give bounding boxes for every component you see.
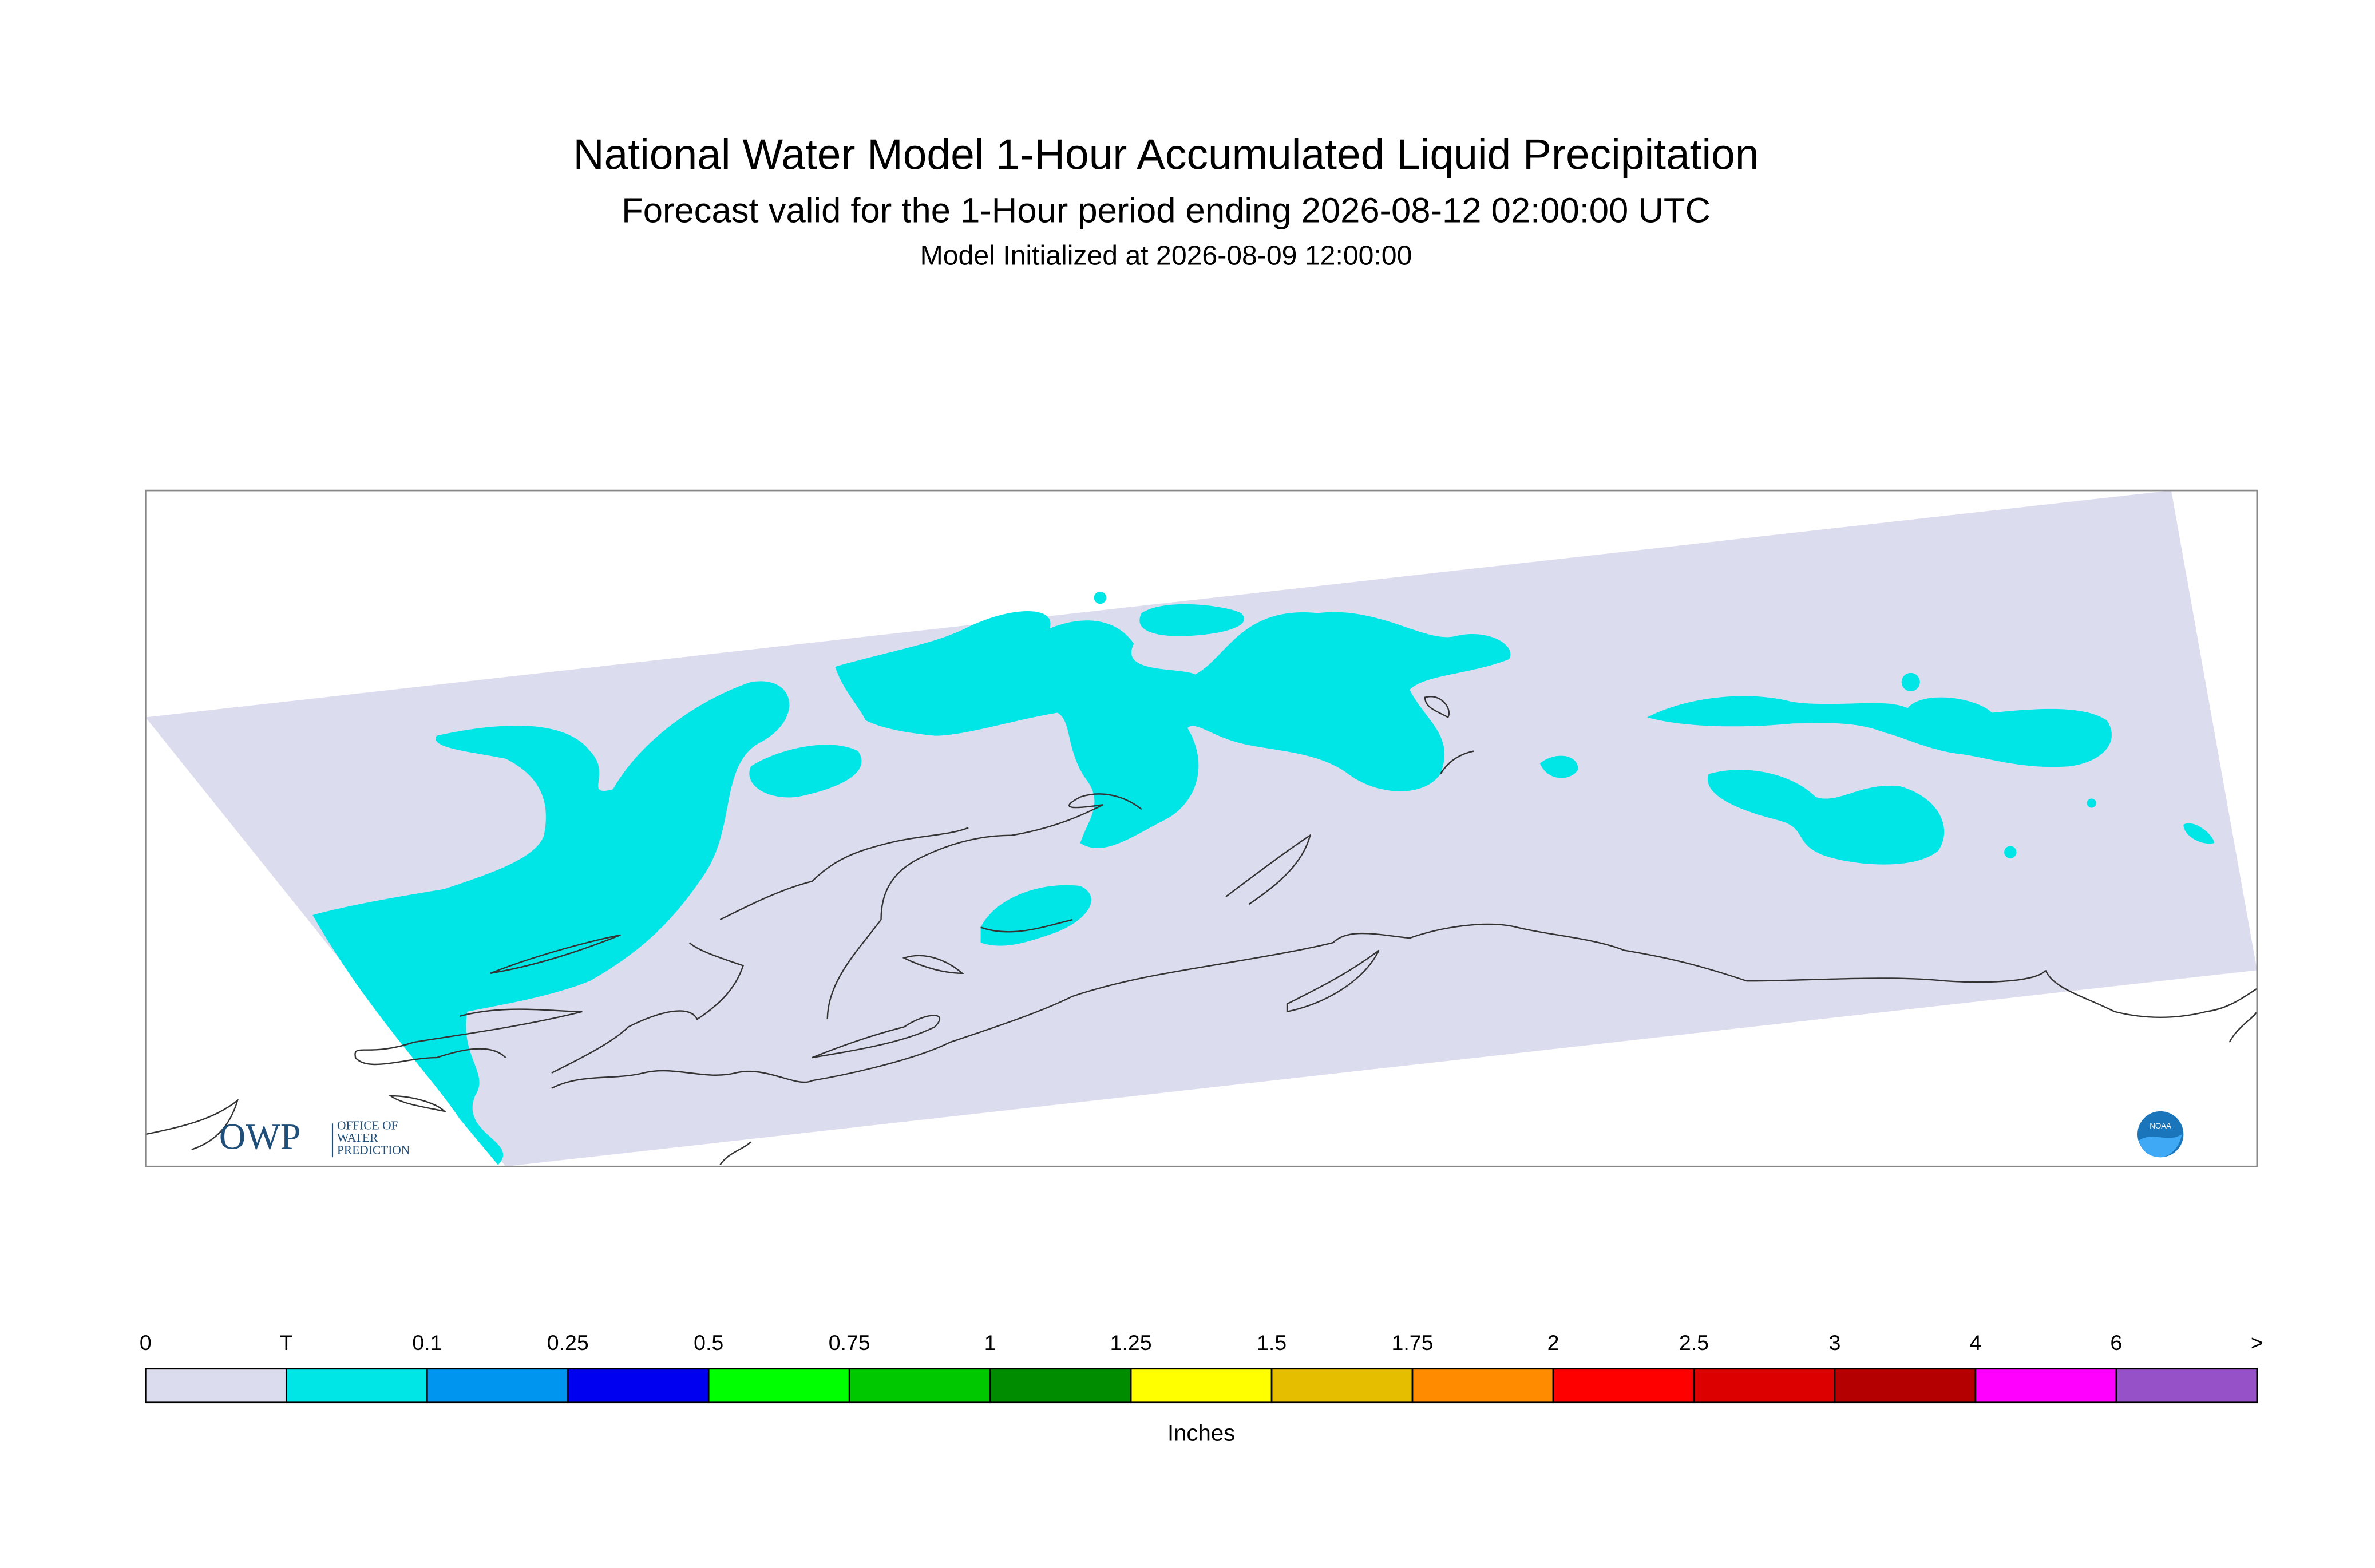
colorbar-label: 2 xyxy=(1547,1331,1559,1355)
colorbar-label: 1.25 xyxy=(1110,1331,1152,1355)
colorbar-label: 1.5 xyxy=(1257,1331,1287,1355)
colorbar-label: 2.5 xyxy=(1679,1331,1709,1355)
colorbar-label: 3 xyxy=(1829,1331,1841,1355)
colorbar-label: 6 xyxy=(2110,1331,2122,1355)
precip-area xyxy=(1901,672,1920,691)
colorbar-box xyxy=(1552,1368,1695,1404)
precip-area xyxy=(980,885,1091,946)
colorbar-box xyxy=(285,1368,428,1404)
title: National Water Model 1-Hour Accumulated … xyxy=(573,130,1759,179)
noaa-text: NOAA xyxy=(2150,1122,2171,1130)
noaa-logo: NOAA xyxy=(2138,1111,2184,1158)
precip-area xyxy=(1139,604,1245,636)
colorbar-label: 0.1 xyxy=(412,1331,442,1355)
colorbar-box xyxy=(848,1368,991,1404)
noaa-wave xyxy=(2139,1134,2182,1158)
precip-area xyxy=(1707,770,1945,865)
colorbar-label: 0.75 xyxy=(829,1331,870,1355)
owp-logo-line: WATER xyxy=(337,1131,378,1145)
colorbar-label: 4 xyxy=(1969,1331,1981,1355)
owp-logo-text: OWP xyxy=(219,1116,301,1157)
colorbar-box xyxy=(989,1368,1132,1404)
precip-area xyxy=(312,681,790,1165)
colorbar-box xyxy=(707,1368,850,1404)
precip-area xyxy=(1539,755,1578,778)
model-domain xyxy=(145,490,2257,1167)
precip-area xyxy=(1647,696,2112,767)
precip-area xyxy=(2004,846,2017,858)
colorbar-box xyxy=(1270,1368,1414,1404)
colorbar: 0 T 0.1 0.25 0.5 0.75 1 1.25 1.5 1.75 2 2.5 3 4 6 > xyxy=(140,1331,2263,1404)
colorbar-box xyxy=(145,1368,287,1404)
colorbar-box xyxy=(1411,1368,1554,1404)
map-frame xyxy=(145,489,2258,1167)
colorbar-label: 1.75 xyxy=(1392,1331,1434,1355)
colorbar-label: 0 xyxy=(140,1331,152,1355)
colorbar-box xyxy=(1974,1368,2117,1404)
precip-area xyxy=(1094,591,1107,604)
colorbar-box xyxy=(1693,1368,1836,1404)
precip-area xyxy=(749,745,862,798)
colorbar-label: > xyxy=(2251,1331,2263,1355)
precip-area xyxy=(2087,798,2096,808)
precip-area xyxy=(2183,823,2214,844)
colorbar-box xyxy=(1130,1368,1273,1404)
colorbar-box xyxy=(567,1368,710,1404)
owp-logo: OWP OFFICE OF WATER PREDICTION xyxy=(219,1116,410,1158)
colorbar-label: 0.25 xyxy=(547,1331,589,1355)
map-panel: OWP OFFICE OF WATER PREDICTION NOAA xyxy=(145,489,2258,1167)
colorbar-unit: Inches xyxy=(1167,1420,1235,1446)
colorbar-box xyxy=(1834,1368,1977,1404)
precip-areas xyxy=(312,591,2214,1165)
colorbar-box xyxy=(2115,1368,2258,1404)
colorbar-label: 0.5 xyxy=(694,1331,723,1355)
colorbar-label: 1 xyxy=(984,1331,996,1355)
colorbar-label: T xyxy=(280,1331,293,1355)
coastlines xyxy=(145,696,2258,1166)
colorbar-box xyxy=(426,1368,569,1404)
owp-logo-line: PREDICTION xyxy=(337,1143,410,1157)
init-time: Model Initialized at 2026-08-09 12:00:00 xyxy=(920,240,1412,271)
subtitle: Forecast valid for the 1-Hour period end… xyxy=(622,191,1711,231)
precip-area xyxy=(835,611,1511,848)
owp-logo-line: OFFICE OF xyxy=(337,1119,398,1133)
